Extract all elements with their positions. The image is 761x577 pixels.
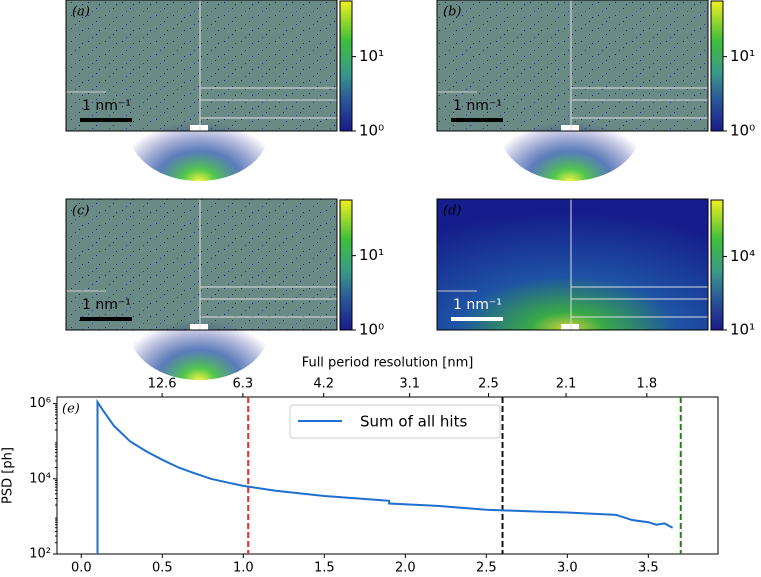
panel-label: (d) <box>443 204 461 219</box>
panel-label: (b) <box>443 5 461 20</box>
x-tick-label: 0.5 <box>152 561 173 574</box>
x-tick-label: 2.5 <box>476 561 497 574</box>
image-frame <box>436 0 709 132</box>
image-frame <box>65 198 338 331</box>
x2-axis-label: Full period resolution [nm] <box>302 356 474 371</box>
plot-frame <box>56 396 719 555</box>
colorbar <box>710 199 724 331</box>
x2-tick-label: 2.5 <box>478 377 499 392</box>
legend-box <box>289 404 501 439</box>
beamstop <box>561 324 579 330</box>
scale-bar-label: 1 nm⁻¹ <box>453 98 502 114</box>
colorbar <box>339 0 353 132</box>
x-tick-label: 1.0 <box>233 561 254 574</box>
x2-tick-label: 12.6 <box>148 377 177 392</box>
colorbar-tick-label: 10⁰ <box>359 122 384 140</box>
panel-label: (e) <box>62 402 80 417</box>
panel-label: (c) <box>72 204 89 219</box>
scale-bar-label: 1 nm⁻¹ <box>453 297 502 313</box>
x2-tick-label: 4.2 <box>313 377 334 392</box>
colorbar-tick-label: 10¹ <box>359 246 384 264</box>
beamstop <box>190 125 208 131</box>
panel-label: (a) <box>72 5 90 20</box>
scatter-glow <box>437 199 708 330</box>
x2-tick-label: 3.1 <box>399 377 420 392</box>
colorbar-tick-label: 10⁰ <box>359 321 384 339</box>
y-tick-label: 10⁶ <box>29 396 51 411</box>
x-tick-label: 3.0 <box>557 561 578 574</box>
image-frame <box>65 0 338 132</box>
colorbar-tick-label: 10⁴ <box>730 247 755 265</box>
x2-tick-label: 2.1 <box>556 377 577 392</box>
colorbar <box>710 0 724 132</box>
image-frame <box>436 198 709 331</box>
y-axis-label: PSD [ph] <box>1 447 16 504</box>
legend-label: Sum of all hits <box>360 413 467 431</box>
series-line <box>96 398 674 554</box>
beamstop <box>561 125 579 131</box>
x-tick-label: 1.5 <box>314 561 335 574</box>
colorbar-tick-label: 10¹ <box>359 47 384 65</box>
colorbar-tick-label: 10¹ <box>730 321 755 339</box>
scale-bar-label: 1 nm⁻¹ <box>82 297 131 313</box>
colorbar-tick-label: 10⁰ <box>730 122 755 140</box>
x-tick-label: 0.0 <box>71 561 92 574</box>
x2-tick-label: 1.8 <box>636 377 657 392</box>
x2-tick-label: 6.3 <box>233 377 254 392</box>
colorbar <box>339 199 353 331</box>
y-tick-label: 10² <box>29 547 51 562</box>
scale-bar-label: 1 nm⁻¹ <box>82 98 131 114</box>
x-tick-label: 3.5 <box>638 561 659 574</box>
beamstop <box>190 324 208 330</box>
x-tick-label: 2.0 <box>395 561 416 574</box>
colorbar-tick-label: 10¹ <box>730 47 755 65</box>
y-tick-label: 10⁴ <box>29 471 51 486</box>
